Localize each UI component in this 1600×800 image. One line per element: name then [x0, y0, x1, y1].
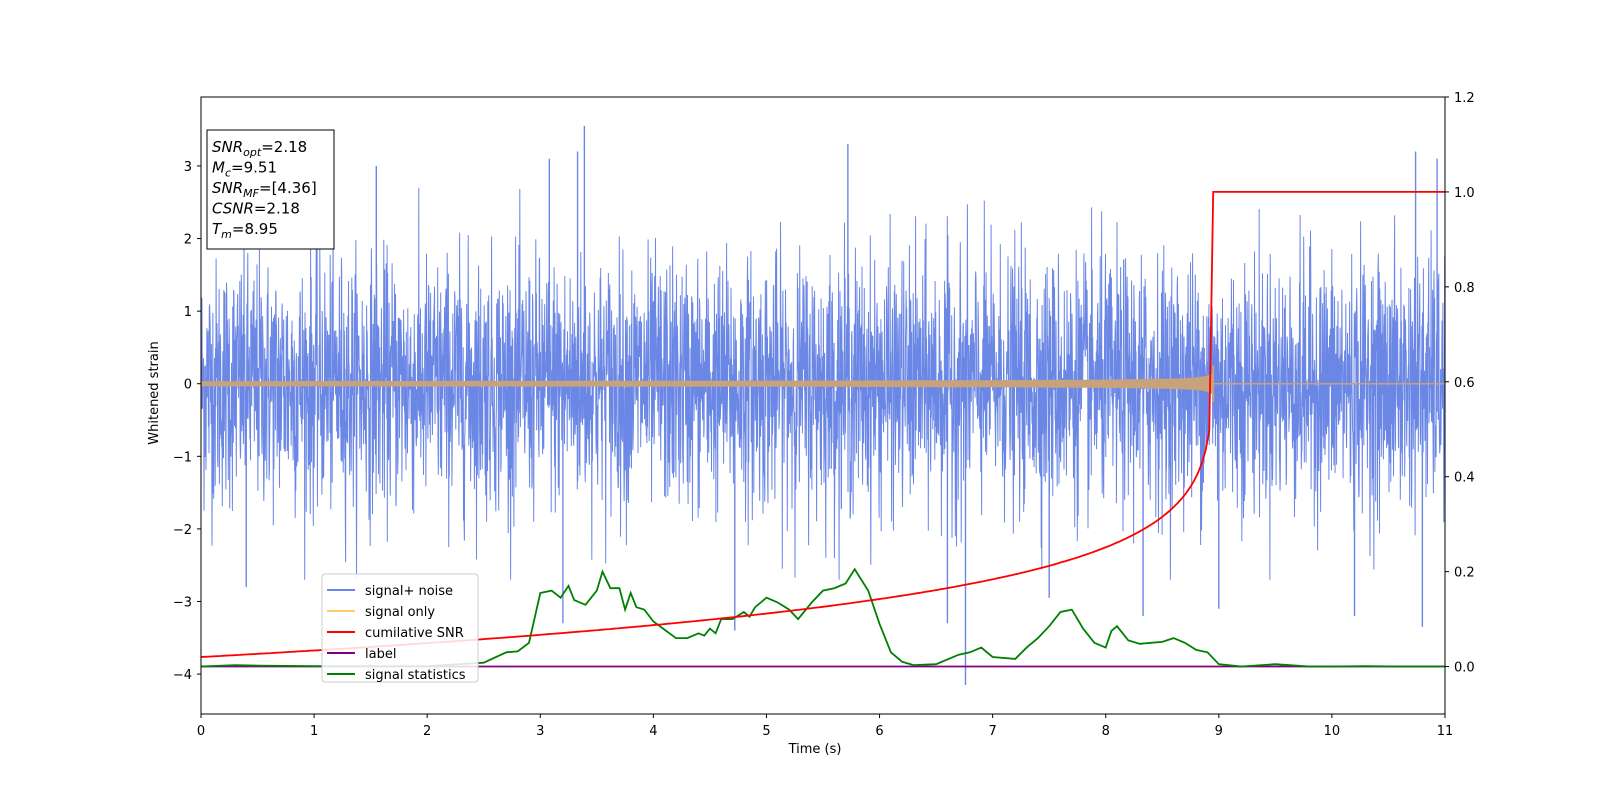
legend-frame — [321, 573, 479, 683]
info-line-value: =2.18 — [261, 138, 307, 156]
x-tick-label: 0 — [197, 724, 205, 739]
info-line-symbol: CSNR — [212, 200, 254, 218]
y-tick-label: −1 — [173, 450, 192, 465]
series-signal-only — [200, 365, 1445, 402]
legend: signal+ noise signal only cumilative SNR la… — [321, 573, 479, 683]
x-tick-label: 10 — [1324, 724, 1341, 739]
legend-entry-label: label — [365, 647, 396, 662]
y2-tick-label: 0.2 — [1454, 566, 1475, 581]
x-tick-label: 5 — [762, 724, 770, 739]
y-tick-label: −3 — [173, 595, 192, 610]
y2-tick-label: 1.2 — [1454, 91, 1475, 106]
y-tick-label: −4 — [173, 668, 192, 683]
info-line: SNRMF=[4.36] — [212, 179, 317, 200]
x-tick-label: 9 — [1215, 724, 1223, 739]
x-tick-label: 6 — [875, 724, 883, 739]
legend-entry-label: signal only — [365, 605, 435, 620]
x-tick-label: 1 — [310, 724, 318, 739]
info-line: CSNR=2.18 — [212, 200, 300, 218]
info-line-value: =2.18 — [254, 200, 300, 218]
y-tick-label: 1 — [184, 305, 192, 320]
noise-trace — [200, 187, 1446, 580]
legend-entry-label: signal statistics — [365, 668, 466, 683]
y2-tick-label: 0.8 — [1454, 281, 1475, 296]
info-line-subscript: opt — [243, 146, 262, 159]
plot-frame — [200, 96, 1446, 715]
x-tick-label: 3 — [536, 724, 544, 739]
series-signal-plus-noise — [200, 126, 1446, 685]
x-tick-label: 2 — [423, 724, 431, 739]
info-line-symbol: SNR — [212, 179, 243, 197]
info-line-value: =8.95 — [232, 220, 278, 238]
info-line: Tm=8.95 — [212, 220, 278, 241]
y-axis-label: Whitened strain — [147, 341, 162, 444]
y-tick-label: 2 — [184, 233, 192, 248]
info-line-value: =[4.36] — [259, 179, 317, 197]
x-tick-label: 8 — [1102, 724, 1110, 739]
x-axis-label: Time (s) — [788, 742, 842, 757]
axes: 0 1 2 3 4 5 6 7 8 9 10 11 −4 −3 −2 −1 0 1 2 3 0.0 0.2 0.4 0.6 0.… — [173, 91, 1475, 739]
info-line-symbol: M — [212, 159, 225, 177]
info-line-symbol: T — [212, 220, 223, 238]
x-tick-label: 11 — [1437, 724, 1454, 739]
info-line-subscript: MF — [243, 187, 259, 200]
y2-tick-label: 1.0 — [1454, 186, 1475, 201]
y-tick-label: 0 — [184, 378, 192, 393]
info-line: Mc=9.51 — [212, 159, 277, 180]
y-tick-label: −2 — [173, 523, 192, 538]
y2-tick-label: 0.6 — [1454, 376, 1475, 391]
legend-entry-label: signal+ noise — [365, 584, 453, 599]
y-tick-label: 3 — [184, 160, 192, 175]
info-line: SNRopt=2.18 — [212, 138, 307, 159]
legend-entry-label: cumilative SNR — [365, 626, 464, 641]
info-box: SNRopt=2.18Mc=9.51SNRMF=[4.36]CSNR=2.18T… — [206, 129, 335, 250]
info-line-symbol: SNR — [212, 138, 243, 156]
x-tick-label: 7 — [988, 724, 996, 739]
x-tick-label: 4 — [649, 724, 657, 739]
info-line-value: =9.51 — [231, 159, 277, 177]
info-line-subscript: c — [225, 167, 231, 180]
info-line-subscript: m — [221, 228, 232, 241]
y2-tick-label: 0.0 — [1454, 661, 1475, 676]
series-signal-statistics-line — [200, 567, 1445, 668]
y2-tick-label: 0.4 — [1454, 471, 1475, 486]
info-box-frame — [206, 129, 335, 250]
